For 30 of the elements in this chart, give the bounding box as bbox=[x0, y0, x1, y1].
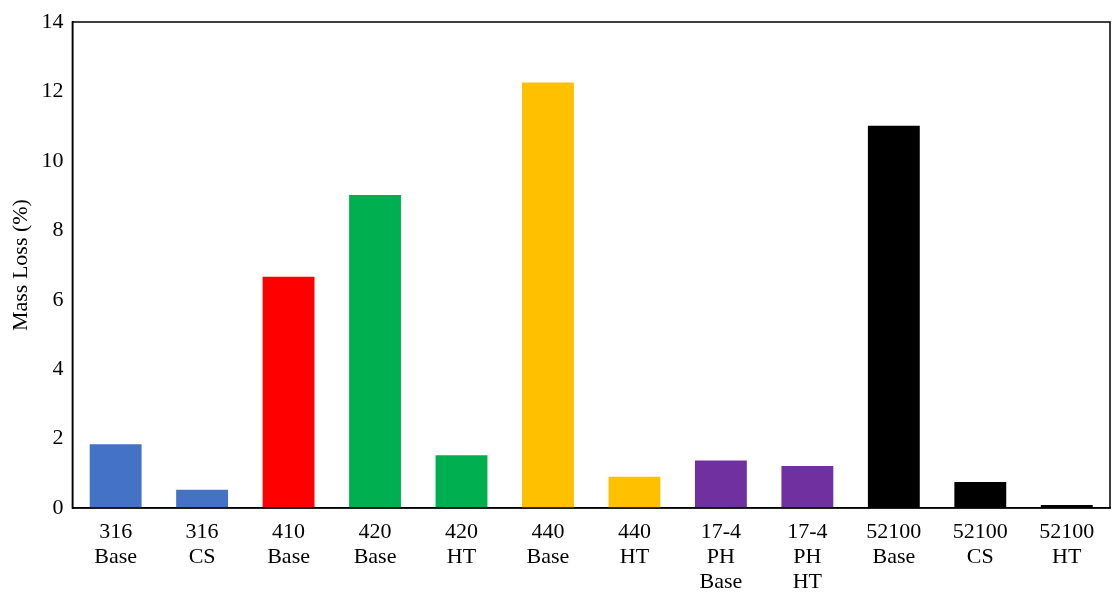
x-tick-label: 316 CS bbox=[185, 517, 219, 568]
y-tick-label: 0 bbox=[52, 493, 64, 519]
y-tick-label: 4 bbox=[52, 355, 64, 380]
y-tick-label: 8 bbox=[52, 216, 64, 242]
x-tick-label: 52100 HT bbox=[1039, 517, 1095, 568]
x-tick-label: 440 Base bbox=[526, 517, 570, 568]
bar bbox=[176, 489, 229, 509]
bar bbox=[349, 194, 401, 509]
y-tick-label: 10 bbox=[41, 146, 64, 172]
bar bbox=[781, 466, 834, 509]
x-tick-label: 420 Base bbox=[353, 517, 397, 568]
x-tick-label: 52100 Base bbox=[866, 517, 922, 568]
x-tick-label: 17-4 PH HT bbox=[787, 517, 828, 594]
y-axis-title: Mass Loss (%) bbox=[6, 199, 32, 332]
x-tick-label: 52100 CS bbox=[952, 517, 1008, 568]
x-tick-label: 420 HT bbox=[445, 517, 478, 568]
y-tick-label: 2 bbox=[52, 424, 64, 450]
bar bbox=[262, 276, 315, 509]
bar bbox=[522, 82, 574, 509]
x-tick-label: 440 HT bbox=[617, 517, 651, 568]
bar bbox=[694, 460, 747, 509]
y-tick-label: 6 bbox=[52, 285, 64, 311]
x-tick-label: 17-4 PH Base bbox=[699, 517, 743, 594]
bar bbox=[608, 476, 661, 509]
x-tick-label: 410 Base bbox=[267, 517, 310, 568]
y-tick-label: 14 bbox=[41, 7, 64, 33]
bar bbox=[435, 455, 488, 509]
bar bbox=[89, 444, 142, 509]
x-tick-label: 316 Base bbox=[94, 517, 138, 568]
y-tick-label: 12 bbox=[41, 77, 64, 103]
